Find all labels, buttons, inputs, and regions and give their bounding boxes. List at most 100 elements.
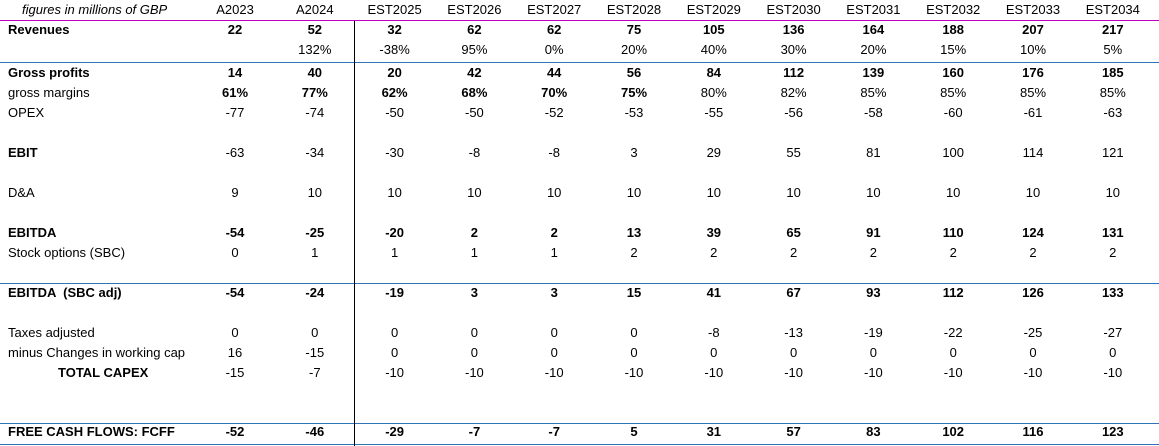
value-cell: 0 xyxy=(1109,345,1117,360)
value-cell: -25 xyxy=(305,225,325,240)
value-cell: -52 xyxy=(544,105,564,120)
row-label: Taxes adjusted xyxy=(8,325,95,340)
value-cell: 84 xyxy=(706,65,722,80)
value-cell: 10% xyxy=(1019,42,1047,57)
value-cell: 0 xyxy=(630,345,638,360)
value-cell: 10 xyxy=(626,185,642,200)
value-cell: -15 xyxy=(305,345,325,360)
value-cell: 85% xyxy=(1019,85,1047,100)
value-cell: 0 xyxy=(550,345,558,360)
row-label: gross margins xyxy=(8,85,90,100)
value-cell: 20% xyxy=(860,42,887,57)
value-cell: -50 xyxy=(385,105,404,120)
value-cell: 44 xyxy=(546,65,562,80)
value-cell: 95% xyxy=(461,42,488,57)
value-cell: 62 xyxy=(546,22,562,37)
row-rule xyxy=(0,423,1159,424)
value-cell: 123 xyxy=(1101,424,1124,439)
value-cell: 14 xyxy=(227,65,243,80)
value-cell: -20 xyxy=(385,225,404,240)
value-cell: 2 xyxy=(1029,245,1037,260)
value-cell: 56 xyxy=(626,65,642,80)
value-cell: 126 xyxy=(1022,285,1044,300)
value-cell: 15% xyxy=(940,42,967,57)
value-cell: -7 xyxy=(309,365,321,380)
row-label: minus Changes in working cap xyxy=(8,345,186,360)
value-cell: 10 xyxy=(786,185,801,200)
value-cell: 39 xyxy=(706,225,722,240)
value-cell: -8 xyxy=(468,145,481,160)
value-cell: 68% xyxy=(461,85,488,100)
value-cell: 42 xyxy=(467,65,482,80)
value-cell: 102 xyxy=(942,424,965,439)
value-cell: -53 xyxy=(624,105,644,120)
value-cell: 110 xyxy=(942,225,964,240)
value-cell: 65 xyxy=(786,225,801,240)
value-cell: 160 xyxy=(942,65,965,80)
value-cell: 100 xyxy=(942,145,965,160)
value-cell: 83 xyxy=(866,424,881,439)
value-cell: 85% xyxy=(860,85,887,100)
value-cell: 114 xyxy=(1022,145,1044,160)
value-cell: 32 xyxy=(387,22,402,37)
value-cell: 2 xyxy=(550,225,558,240)
header-rule xyxy=(0,20,1159,21)
value-cell: 121 xyxy=(1101,145,1124,160)
column-header: EST2030 xyxy=(766,2,821,17)
value-cell: 2 xyxy=(789,245,798,260)
value-cell: -22 xyxy=(943,325,963,340)
row-label: EBITDA xyxy=(8,225,57,240)
value-cell: 1 xyxy=(470,245,478,260)
value-cell: 185 xyxy=(1101,65,1124,80)
value-cell: 31 xyxy=(706,424,722,439)
value-cell: 20% xyxy=(620,42,648,57)
value-cell: 57 xyxy=(786,424,801,439)
value-cell: -30 xyxy=(385,145,404,160)
value-cell: 164 xyxy=(862,22,885,37)
value-cell: 0 xyxy=(390,325,399,340)
value-cell: 85% xyxy=(1099,85,1126,100)
value-cell: 67 xyxy=(786,285,801,300)
value-cell: 61% xyxy=(221,85,249,100)
value-cell: 1 xyxy=(390,245,399,260)
header-label: figures in millions of GBP xyxy=(22,2,168,17)
column-header: EST2027 xyxy=(527,2,582,17)
column-header: EST2025 xyxy=(367,2,422,17)
value-cell: 0 xyxy=(470,345,478,360)
value-cell: 0 xyxy=(550,325,558,340)
value-cell: -10 xyxy=(704,365,724,380)
value-cell: 15 xyxy=(626,285,642,300)
value-cell: -46 xyxy=(305,424,325,439)
value-cell: -27 xyxy=(1103,325,1123,340)
value-cell: 0 xyxy=(390,345,399,360)
value-cell: 29 xyxy=(706,145,722,160)
value-cell: -52 xyxy=(225,424,245,439)
value-cell: 0 xyxy=(1029,345,1037,360)
row-label: Stock options (SBC) xyxy=(8,245,126,260)
row-label: EBITDA (SBC adj) xyxy=(8,285,122,300)
value-cell: 62% xyxy=(381,85,408,100)
value-cell: -77 xyxy=(225,105,245,120)
value-cell: 139 xyxy=(862,65,885,80)
value-cell: 5 xyxy=(630,424,638,439)
value-cell: -10 xyxy=(784,365,803,380)
value-cell: 0% xyxy=(544,42,564,57)
value-cell: 10 xyxy=(1025,185,1041,200)
value-cell: 116 xyxy=(1022,424,1044,439)
value-cell: 75% xyxy=(620,85,648,100)
value-cell: 0 xyxy=(311,325,319,340)
value-cell: 5% xyxy=(1103,42,1123,57)
value-cell: 75 xyxy=(626,22,642,37)
value-cell: -10 xyxy=(943,365,963,380)
row-label: EBIT xyxy=(8,145,38,160)
value-cell: -19 xyxy=(863,325,883,340)
column-header: A2024 xyxy=(296,2,334,17)
value-cell: -7 xyxy=(548,424,560,439)
value-cell: 0 xyxy=(869,345,877,360)
value-cell: 1 xyxy=(311,245,319,260)
value-cell: 10 xyxy=(1105,185,1121,200)
value-cell: 9 xyxy=(231,185,239,200)
value-cell: 0 xyxy=(470,325,478,340)
row-label: D&A xyxy=(8,185,35,200)
